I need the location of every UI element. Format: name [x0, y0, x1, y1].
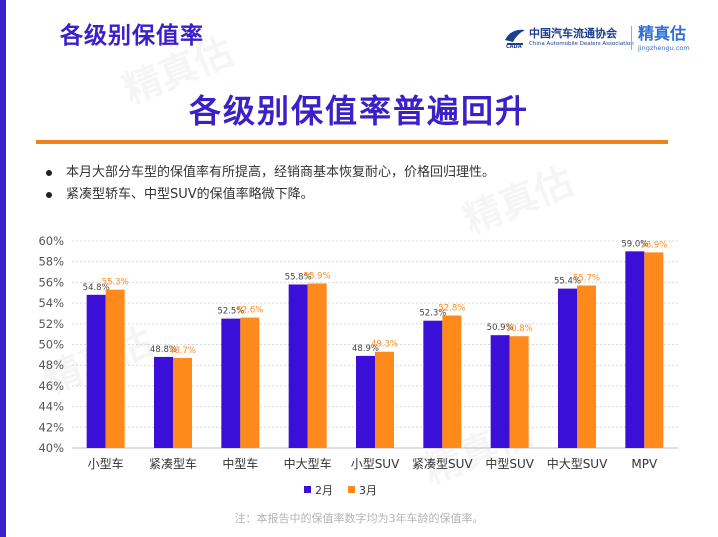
x-tick-label: 小型车 — [88, 456, 124, 471]
data-label: 52.8% — [438, 304, 465, 314]
legend-swatch — [304, 486, 311, 493]
x-tick-label: 中型SUV — [485, 456, 534, 471]
y-tick-label: 46% — [38, 379, 64, 393]
legend-swatch — [348, 486, 355, 493]
legend-label: 2月 — [315, 484, 333, 497]
bar — [86, 294, 106, 448]
y-tick-label: 56% — [38, 275, 64, 289]
x-tick-label: 中大型车 — [284, 456, 332, 471]
bar — [105, 289, 125, 448]
bar — [221, 318, 241, 448]
bullet-item: 本月大部分车型的保值率有所提高，经销商基本恢复耐心，价格回归理性。 — [44, 162, 495, 184]
jzg-url: jingzhengu.com — [638, 44, 690, 52]
x-tick-label: 紧凑型车 — [149, 456, 197, 471]
bullet-dot-icon — [46, 192, 52, 198]
x-tick-label: 中大型SUV — [547, 456, 608, 471]
bullet-item: 紧凑型轿车、中型SUV的保值率略微下降。 — [44, 184, 495, 206]
bar — [509, 336, 529, 448]
y-tick-label: 54% — [38, 296, 64, 310]
data-label: 52.3% — [419, 309, 446, 319]
footnote: 注：本报告中的保值率数字均为3年车龄的保值率。 — [234, 512, 484, 525]
x-tick-label: 紧凑型SUV — [412, 457, 473, 471]
jzg-logo: 精真估 jingzhengu.com — [638, 20, 690, 52]
data-label: 48.7% — [169, 346, 196, 356]
bar — [442, 315, 462, 448]
data-label: 52.6% — [236, 306, 263, 316]
data-label: 52.5% — [217, 307, 244, 317]
bar — [154, 356, 173, 448]
data-label: 50.8% — [506, 324, 533, 334]
y-tick-label: 50% — [38, 338, 64, 352]
bullet-list: 本月大部分车型的保值率有所提高，经销商基本恢复耐心，价格回归理性。 紧凑型轿车、… — [44, 162, 495, 206]
bar — [307, 283, 327, 448]
svg-text:CADA: CADA — [506, 44, 522, 48]
y-tick-label: 44% — [38, 400, 64, 414]
data-label: 48.8% — [150, 345, 177, 355]
data-label: 55.8% — [285, 272, 312, 282]
data-label: 59.0% — [621, 239, 648, 249]
bar — [558, 288, 577, 448]
data-label: 50.9% — [487, 323, 514, 333]
bullet-text: 紧凑型轿车、中型SUV的保值率略微下降。 — [66, 187, 314, 202]
bullet-text: 本月大部分车型的保值率有所提高，经销商基本恢复耐心，价格回归理性。 — [66, 165, 496, 180]
data-label: 55.7% — [573, 274, 600, 284]
bar — [625, 251, 645, 448]
data-label: 54.8% — [83, 283, 110, 293]
left-accent-bar — [0, 0, 6, 537]
bar — [375, 351, 394, 448]
x-tick-label: 小型SUV — [351, 457, 400, 471]
y-tick-label: 40% — [38, 441, 64, 455]
cada-logo-icon: CADA — [505, 29, 525, 48]
bar — [423, 320, 443, 448]
data-label: 55.4% — [554, 277, 581, 287]
x-tick-label: MPV — [631, 457, 658, 471]
bar — [356, 355, 375, 448]
cada-logo: CADA 中国汽车流通协会 China Automobile Dealers A… — [503, 22, 634, 52]
data-label: 55.3% — [102, 278, 129, 288]
y-tick-label: 48% — [38, 358, 64, 372]
title-underline — [36, 140, 668, 144]
y-tick-label: 42% — [38, 420, 64, 434]
bar — [644, 252, 664, 448]
data-label: 48.9% — [352, 344, 379, 354]
logo-separator — [631, 26, 632, 50]
bar — [490, 335, 510, 448]
cada-name-cn: 中国汽车流通协会 — [529, 27, 617, 40]
y-tick-label: 58% — [38, 255, 64, 269]
jzg-name-cn: 精真估 — [638, 24, 687, 43]
y-tick-label: 52% — [38, 317, 64, 331]
y-tick-label: 60% — [38, 234, 64, 248]
cada-name-en: China Automobile Dealers Association — [529, 41, 634, 47]
bar — [288, 284, 308, 448]
bar — [173, 357, 192, 448]
bar — [577, 285, 596, 448]
x-tick-label: 中型车 — [222, 456, 258, 471]
data-label: 58.9% — [640, 240, 667, 250]
main-title: 各级别保值率普遍回升 — [188, 92, 529, 130]
data-label: 49.3% — [371, 340, 398, 350]
legend-label: 3月 — [359, 484, 377, 497]
data-label: 55.9% — [304, 271, 331, 281]
bullet-dot-icon — [46, 170, 52, 176]
header-title: 各级别保值率 — [60, 23, 204, 49]
bar — [240, 317, 260, 448]
